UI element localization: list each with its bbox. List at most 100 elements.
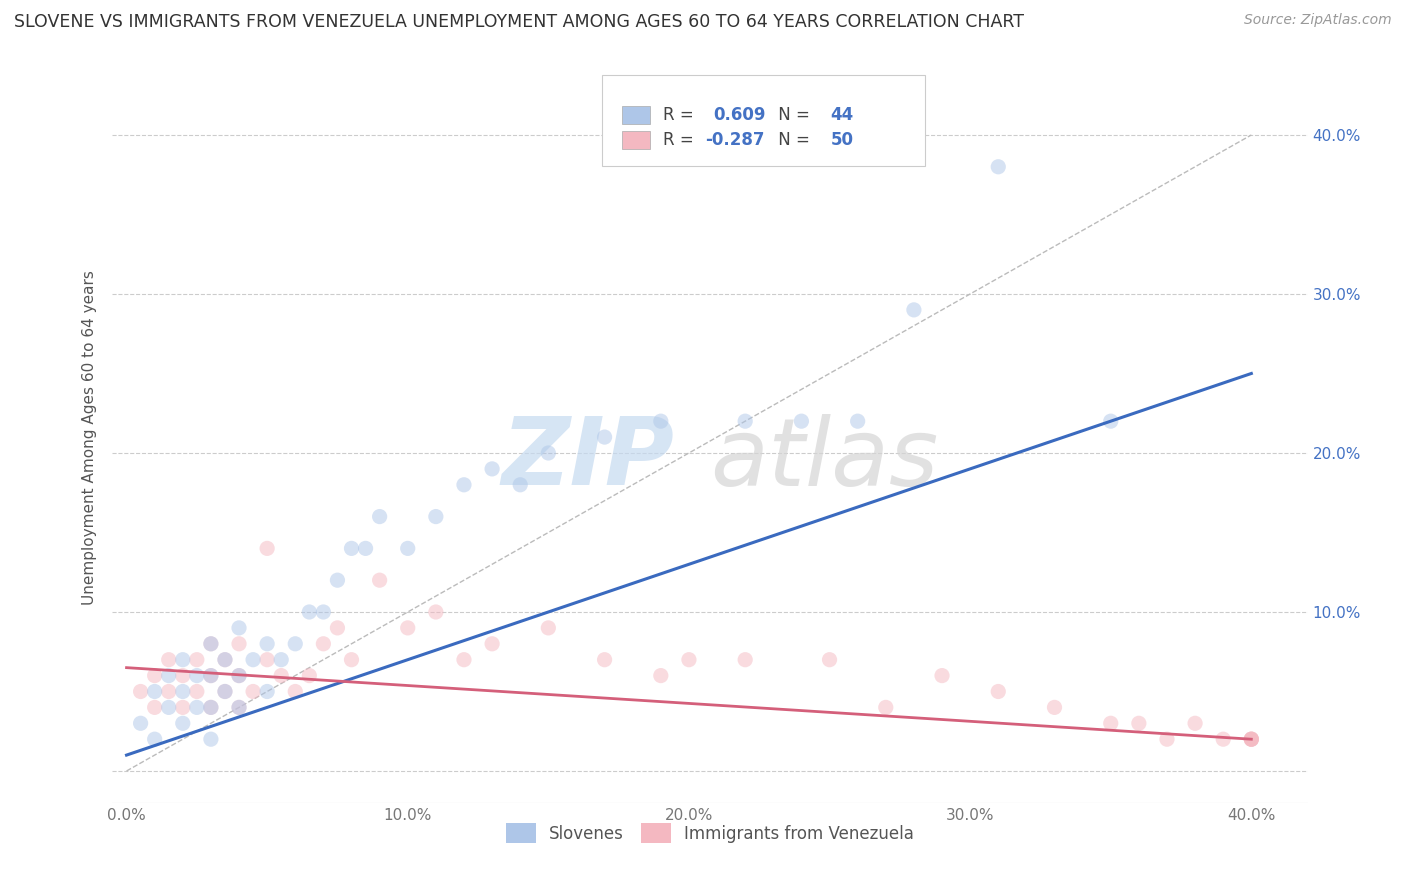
Point xyxy=(256,653,278,667)
Point xyxy=(396,621,419,635)
Point xyxy=(186,700,208,714)
Point xyxy=(425,509,447,524)
Text: ZIP: ZIP xyxy=(502,413,675,505)
Point xyxy=(214,684,236,698)
Point xyxy=(200,700,222,714)
Point xyxy=(1099,414,1122,428)
Point xyxy=(678,653,700,667)
Point xyxy=(537,621,560,635)
Point xyxy=(1240,732,1263,747)
FancyBboxPatch shape xyxy=(621,131,651,149)
Point xyxy=(593,653,616,667)
Text: R =: R = xyxy=(664,106,699,124)
Point xyxy=(453,477,475,491)
Point xyxy=(214,653,236,667)
Point xyxy=(228,637,250,651)
Point xyxy=(931,668,953,682)
Point xyxy=(172,668,194,682)
Point xyxy=(340,541,363,556)
Point xyxy=(1240,732,1263,747)
Point xyxy=(453,653,475,667)
Point xyxy=(1212,732,1234,747)
Point xyxy=(1240,732,1263,747)
Point xyxy=(903,302,925,317)
Point xyxy=(593,430,616,444)
Point xyxy=(298,668,321,682)
Point xyxy=(846,414,869,428)
Point xyxy=(368,509,391,524)
Point xyxy=(875,700,897,714)
Point xyxy=(818,653,841,667)
Point xyxy=(1156,732,1178,747)
Point xyxy=(1128,716,1150,731)
Text: atlas: atlas xyxy=(710,414,938,505)
Point xyxy=(340,653,363,667)
Point xyxy=(157,700,180,714)
Point xyxy=(270,668,292,682)
Point xyxy=(284,684,307,698)
FancyBboxPatch shape xyxy=(621,106,651,124)
Text: Source: ZipAtlas.com: Source: ZipAtlas.com xyxy=(1244,13,1392,28)
Point xyxy=(200,668,222,682)
Point xyxy=(481,462,503,476)
Point xyxy=(157,653,180,667)
Point xyxy=(228,668,250,682)
Point xyxy=(312,605,335,619)
Point xyxy=(256,541,278,556)
Point xyxy=(157,668,180,682)
Point xyxy=(650,414,672,428)
Point xyxy=(1043,700,1066,714)
FancyBboxPatch shape xyxy=(603,75,925,167)
Point xyxy=(1184,716,1206,731)
Point xyxy=(509,477,531,491)
Point xyxy=(143,668,166,682)
Point xyxy=(425,605,447,619)
Point xyxy=(242,653,264,667)
Point xyxy=(200,700,222,714)
Point xyxy=(242,684,264,698)
Point xyxy=(790,414,813,428)
Point xyxy=(734,653,756,667)
Text: 44: 44 xyxy=(831,106,853,124)
Point xyxy=(228,621,250,635)
Point xyxy=(200,668,222,682)
Text: SLOVENE VS IMMIGRANTS FROM VENEZUELA UNEMPLOYMENT AMONG AGES 60 TO 64 YEARS CORR: SLOVENE VS IMMIGRANTS FROM VENEZUELA UNE… xyxy=(14,13,1024,31)
Text: N =: N = xyxy=(773,106,815,124)
Point xyxy=(228,700,250,714)
Point xyxy=(734,414,756,428)
Point xyxy=(186,668,208,682)
Text: N =: N = xyxy=(773,131,815,149)
Point xyxy=(650,668,672,682)
Point xyxy=(143,732,166,747)
Point xyxy=(129,684,152,698)
Point xyxy=(298,605,321,619)
Point xyxy=(214,653,236,667)
Point xyxy=(396,541,419,556)
Point xyxy=(368,573,391,587)
Text: 0.609: 0.609 xyxy=(714,106,766,124)
Text: -0.287: -0.287 xyxy=(706,131,765,149)
Point xyxy=(200,732,222,747)
Point xyxy=(537,446,560,460)
Point xyxy=(1240,732,1263,747)
Point xyxy=(172,716,194,731)
Point xyxy=(354,541,377,556)
Point xyxy=(312,637,335,651)
Point xyxy=(157,684,180,698)
Point xyxy=(284,637,307,651)
Text: 50: 50 xyxy=(831,131,853,149)
Point xyxy=(228,700,250,714)
Point xyxy=(172,700,194,714)
Point xyxy=(326,621,349,635)
Point xyxy=(270,653,292,667)
Text: R =: R = xyxy=(664,131,699,149)
Point xyxy=(172,684,194,698)
Point xyxy=(481,637,503,651)
Point xyxy=(200,637,222,651)
Point xyxy=(129,716,152,731)
Point xyxy=(214,684,236,698)
Point xyxy=(256,684,278,698)
Point xyxy=(143,700,166,714)
Point xyxy=(172,653,194,667)
Point xyxy=(186,653,208,667)
